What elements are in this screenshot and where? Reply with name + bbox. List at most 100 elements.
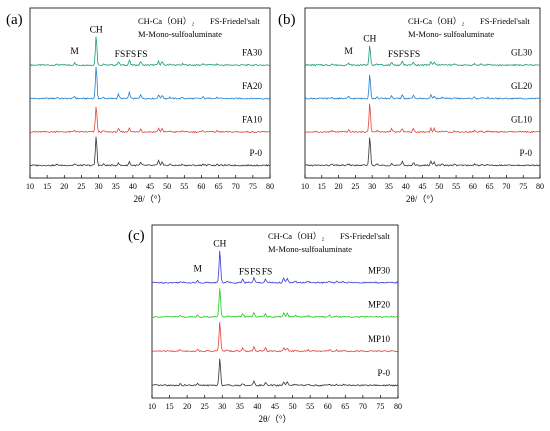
x-tick-label: 75 — [376, 402, 384, 411]
x-tick-label: 50 — [163, 182, 171, 191]
x-tick-label: 45 — [271, 402, 279, 411]
x-axis: 10 15 20 25 30 35 40 45 50 55 60 65 70 75 80 2θ/（°） — [301, 175, 544, 204]
series-line-p-0 — [29, 136, 271, 167]
series-label: FA20 — [242, 81, 262, 91]
series-line-fa30 — [29, 36, 271, 67]
x-tick-label: 15 — [166, 402, 174, 411]
series-label: MP30 — [368, 265, 391, 275]
x-tick-label: 40 — [129, 182, 137, 191]
x-tick-label: 30 — [368, 182, 376, 191]
series-line-fa10 — [30, 106, 271, 134]
series-label: FA10 — [242, 115, 262, 125]
x-tick-label: 30 — [218, 402, 226, 411]
peak-label: FS — [410, 50, 421, 60]
x-tick-label: 25 — [351, 182, 359, 191]
x-axis-label: 2θ/（°） — [406, 194, 439, 204]
chart-panel-2: (b) CH-Ca（OH）₂ FS-Friedel'salt M-Mono- sulf… — [278, 7, 544, 204]
x-tick-label: 30 — [95, 182, 103, 191]
x-tick-label: 60 — [469, 182, 477, 191]
series-line-mp20 — [151, 288, 399, 319]
legend-text: CH-Ca（OH）₂ FS-Friedel'salt M-Mono-sulfoalu… — [138, 16, 260, 39]
peak-label: CH — [90, 26, 103, 36]
series-label: FA30 — [242, 48, 262, 58]
x-axis: 10 15 20 25 30 35 40 45 50 55 60 65 70 75 80 2θ/（°） — [148, 395, 402, 424]
x-tick-label: 35 — [112, 182, 120, 191]
panel-label: (c) — [128, 228, 145, 244]
x-tick-label: 25 — [201, 402, 209, 411]
series-line-p-0 — [305, 137, 541, 167]
panel-label: (b) — [278, 12, 296, 28]
series-label: GL10 — [511, 115, 532, 125]
series-line-mp10 — [151, 322, 399, 353]
legend-text: CH-Ca（OH）₂ FS-Friedel'salt M-Mono-sulfoalu… — [268, 231, 390, 254]
peak-label: FS — [388, 50, 399, 60]
x-tick-label: 65 — [215, 182, 223, 191]
x-tick-label: 35 — [385, 182, 393, 191]
series-line-p-0 — [151, 358, 399, 387]
peak-label: M — [193, 264, 202, 274]
series-line-gl20 — [304, 74, 541, 100]
x-tick-label: 10 — [301, 182, 309, 191]
x-tick-label: 20 — [183, 402, 191, 411]
x-axis-label: 2θ/（°） — [134, 194, 167, 204]
peak-label: M — [70, 47, 79, 57]
legend-line: FS-Friedel'salt — [340, 231, 390, 241]
series-label: GL20 — [511, 81, 532, 91]
x-tick-label: 45 — [146, 182, 154, 191]
x-tick-label: 55 — [306, 402, 314, 411]
peak-label: M — [344, 47, 353, 57]
x-tick-label: 70 — [359, 402, 367, 411]
chart-panel-1: (a) CH-Ca（OH）₂ FS-Friedel'salt M-Mono-sulfo… — [6, 7, 274, 204]
x-tick-label: 55 — [452, 182, 460, 191]
x-tick-label: 65 — [341, 402, 349, 411]
x-axis: 10 15 20 25 30 35 40 45 50 55 60 65 70 75 80 2θ/（°） — [26, 175, 274, 204]
x-tick-label: 50 — [289, 402, 297, 411]
series-label: P-0 — [377, 368, 390, 378]
peak-label: FS — [137, 50, 148, 60]
x-tick-label: 65 — [486, 182, 494, 191]
x-tick-label: 55 — [180, 182, 188, 191]
peak-label: CH — [363, 34, 376, 44]
peak-label: FS — [126, 50, 137, 60]
x-tick-label: 60 — [197, 182, 205, 191]
legend-line: CH-Ca（OH）₂ — [408, 16, 464, 26]
x-tick-label: 25 — [77, 182, 85, 191]
x-tick-label: 10 — [148, 402, 156, 411]
x-tick-label: 10 — [26, 182, 34, 191]
series-label: P-0 — [249, 148, 262, 158]
x-tick-label: 80 — [536, 182, 544, 191]
x-tick-label: 45 — [419, 182, 427, 191]
x-tick-label: 80 — [394, 402, 402, 411]
legend-line: FS-Friedel'salt — [480, 16, 530, 26]
series-line-fa20 — [29, 66, 271, 100]
peak-label: FS — [250, 267, 261, 277]
x-tick-label: 70 — [502, 182, 510, 191]
series-line-gl30 — [305, 45, 541, 67]
series-label: MP20 — [368, 300, 391, 310]
x-tick-label: 80 — [266, 182, 274, 191]
x-tick-label: 20 — [60, 182, 68, 191]
peak-label: FS — [239, 267, 250, 277]
x-tick-label: 40 — [253, 402, 261, 411]
x-tick-label: 60 — [324, 402, 332, 411]
peak-label: FS — [115, 50, 126, 60]
legend-line: CH-Ca（OH）₂ — [268, 231, 324, 241]
chart-panel-3: (c) CH-Ca（OH）₂ FS-Friedel'salt M-Mono-sulfo… — [128, 224, 402, 424]
x-tick-label: 75 — [249, 182, 257, 191]
legend-line: M-Mono-sulfoaluminate — [138, 29, 222, 39]
legend-line: M-Mono- sulfoaluminate — [408, 29, 494, 39]
x-tick-label: 50 — [435, 182, 443, 191]
x-axis-label: 2θ/（°） — [259, 414, 292, 424]
legend-line: FS-Friedel'salt — [210, 16, 260, 26]
legend-line: M-Mono-sulfoaluminate — [268, 244, 352, 254]
x-tick-label: 15 — [43, 182, 51, 191]
series-label: GL30 — [511, 48, 532, 58]
x-tick-label: 40 — [402, 182, 410, 191]
legend-text: CH-Ca（OH）₂ FS-Friedel'salt M-Mono- sulfoal… — [408, 16, 530, 39]
x-tick-label: 35 — [236, 402, 244, 411]
x-tick-label: 20 — [335, 182, 343, 191]
